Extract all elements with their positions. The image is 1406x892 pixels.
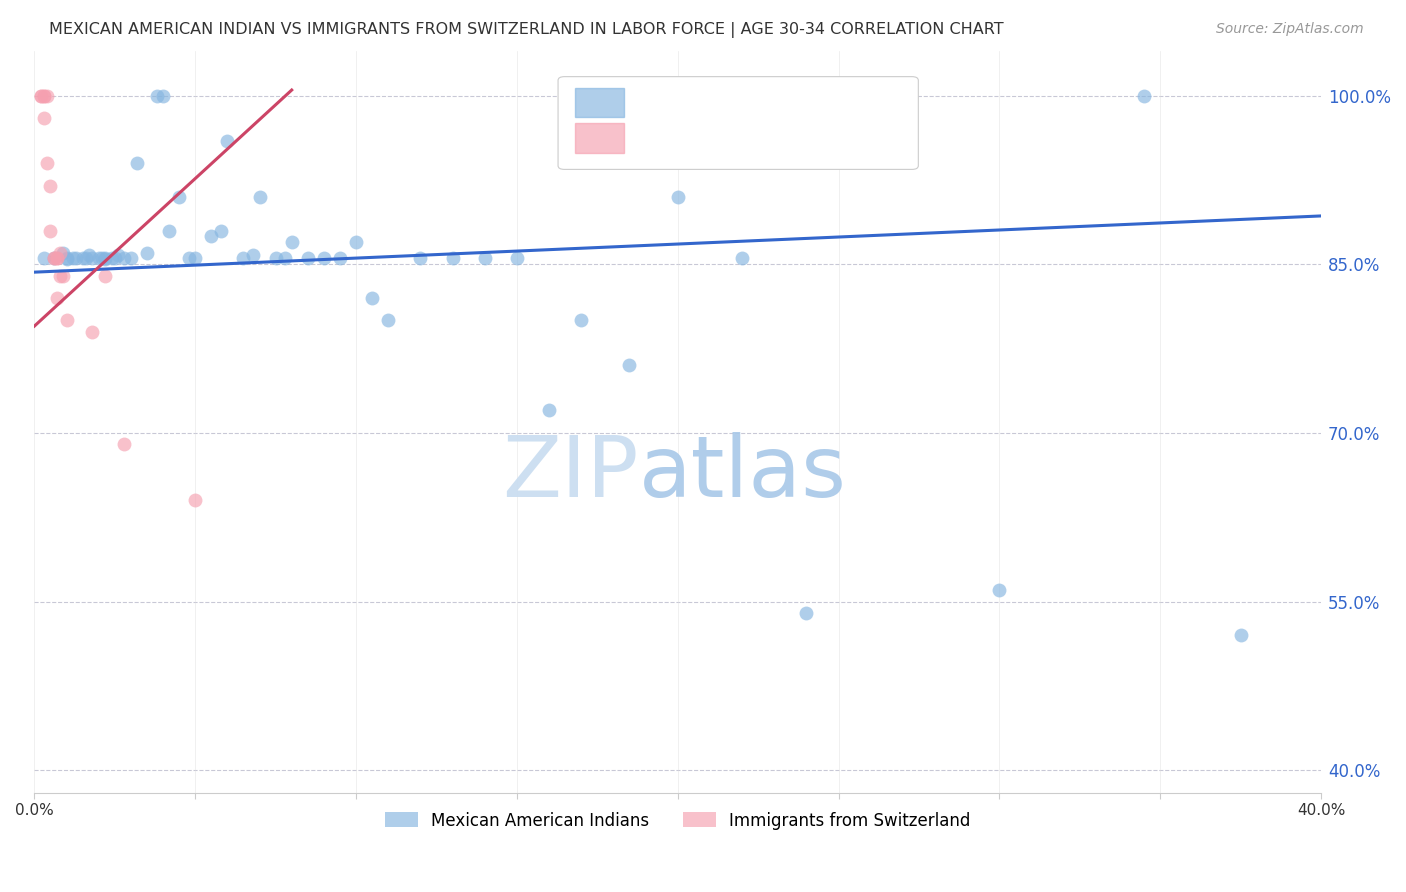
Point: [107, 248, 129, 262]
Point: [94, 251, 117, 265]
Legend: Mexican American Indians, Immigrants from Switzerland: Mexican American Indians, Immigrants fro…: [378, 805, 977, 837]
Point: [32, 88, 55, 103]
Point: [280, 235, 302, 249]
Point: [377, 313, 399, 327]
Point: [55, 252, 77, 266]
Text: atlas: atlas: [640, 432, 846, 515]
Point: [45, 251, 67, 265]
Point: [988, 583, 1011, 598]
Point: [409, 251, 432, 265]
Point: [145, 88, 167, 103]
Point: [184, 493, 207, 508]
FancyBboxPatch shape: [575, 87, 624, 118]
Point: [264, 251, 287, 265]
Point: [152, 88, 174, 103]
Point: [30, 88, 52, 103]
Point: [1229, 628, 1251, 642]
Point: [619, 359, 641, 373]
Point: [127, 156, 149, 170]
Point: [731, 251, 754, 265]
Point: [32, 88, 55, 103]
Point: [114, 437, 136, 451]
Point: [37, 156, 59, 170]
Point: [274, 251, 297, 265]
Point: [474, 251, 496, 265]
Point: [569, 313, 592, 327]
Text: R = 0.156   N = 56: R = 0.156 N = 56: [640, 94, 810, 112]
Text: R = 0.281   N = 22: R = 0.281 N = 22: [640, 129, 810, 147]
Point: [232, 251, 254, 265]
Point: [796, 606, 818, 620]
Point: [32, 111, 55, 125]
Point: [45, 291, 67, 305]
Point: [52, 246, 75, 260]
Point: [77, 248, 100, 262]
Text: MEXICAN AMERICAN INDIAN VS IMMIGRANTS FROM SWITZERLAND IN LABOR FORCE | AGE 30-3: MEXICAN AMERICAN INDIAN VS IMMIGRANTS FR…: [49, 22, 1004, 38]
Point: [209, 223, 232, 237]
Point: [39, 178, 62, 193]
Point: [55, 251, 77, 265]
Point: [538, 403, 561, 417]
Point: [242, 248, 264, 262]
Point: [45, 251, 67, 265]
Point: [75, 251, 97, 265]
Point: [297, 251, 319, 265]
Point: [82, 325, 104, 339]
Point: [344, 235, 367, 249]
Point: [361, 291, 384, 305]
Point: [42, 251, 65, 265]
Point: [52, 268, 75, 283]
Point: [506, 251, 529, 265]
Point: [104, 251, 127, 265]
Point: [249, 190, 271, 204]
Point: [217, 134, 239, 148]
Point: [30, 88, 52, 103]
Point: [114, 251, 136, 265]
Point: [72, 251, 94, 265]
Point: [159, 223, 181, 237]
Point: [42, 251, 65, 265]
Point: [120, 251, 142, 265]
Point: [90, 251, 112, 265]
Point: [62, 251, 84, 265]
Point: [94, 268, 117, 283]
Point: [42, 251, 65, 265]
Point: [94, 252, 117, 266]
Text: Source: ZipAtlas.com: Source: ZipAtlas.com: [1216, 22, 1364, 37]
Point: [37, 88, 59, 103]
FancyBboxPatch shape: [575, 123, 624, 153]
Point: [32, 251, 55, 265]
Point: [441, 251, 464, 265]
Text: ZIP: ZIP: [502, 432, 640, 515]
Point: [49, 246, 72, 260]
Point: [184, 251, 207, 265]
Point: [100, 251, 122, 265]
Point: [329, 251, 352, 265]
Point: [87, 251, 110, 265]
Point: [200, 229, 222, 244]
Point: [312, 251, 335, 265]
Point: [177, 251, 200, 265]
Point: [136, 246, 159, 260]
Point: [167, 190, 190, 204]
Point: [39, 223, 62, 237]
Point: [1133, 88, 1156, 103]
Point: [82, 251, 104, 265]
Point: [666, 190, 689, 204]
Point: [49, 268, 72, 283]
FancyBboxPatch shape: [558, 77, 918, 169]
Point: [55, 313, 77, 327]
Point: [65, 251, 87, 265]
